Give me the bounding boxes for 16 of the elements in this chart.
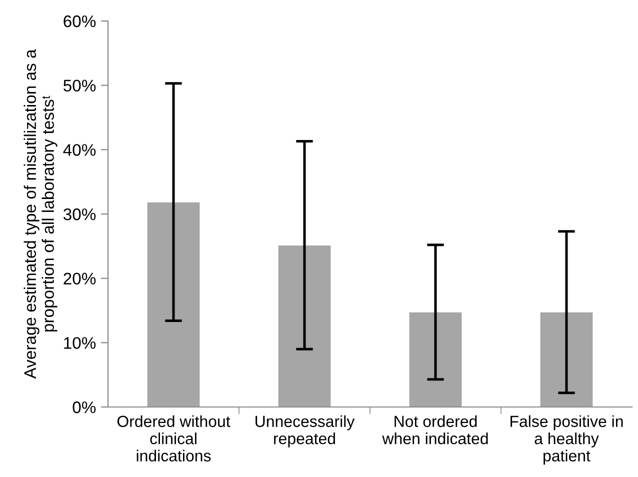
x-tick-label: Ordered without clinical indications	[117, 415, 230, 462]
y-tick-label: 30%	[63, 208, 96, 220]
y-tick-label: 60%	[64, 15, 96, 28]
x-tick-label: False positive in a healthy patient	[510, 415, 623, 465]
bar	[278, 246, 331, 407]
x-tick-label: Unnecessarily repeated	[256, 415, 355, 448]
y-tick-label: 0%	[72, 401, 96, 414]
bar	[540, 312, 593, 407]
y-tick-label: 20%	[64, 272, 96, 285]
y-axis-title: Average estimated type of misutilization as a proportion of all laboratory testsᵗ	[24, 49, 58, 379]
y-tick-label: 10%	[64, 337, 96, 349]
y-tick-label: 50%	[64, 80, 96, 92]
y-tick-label: 40%	[63, 144, 96, 156]
x-tick-label: Not ordered when indicated	[382, 415, 488, 444]
bar	[409, 312, 462, 407]
bar	[147, 202, 200, 407]
